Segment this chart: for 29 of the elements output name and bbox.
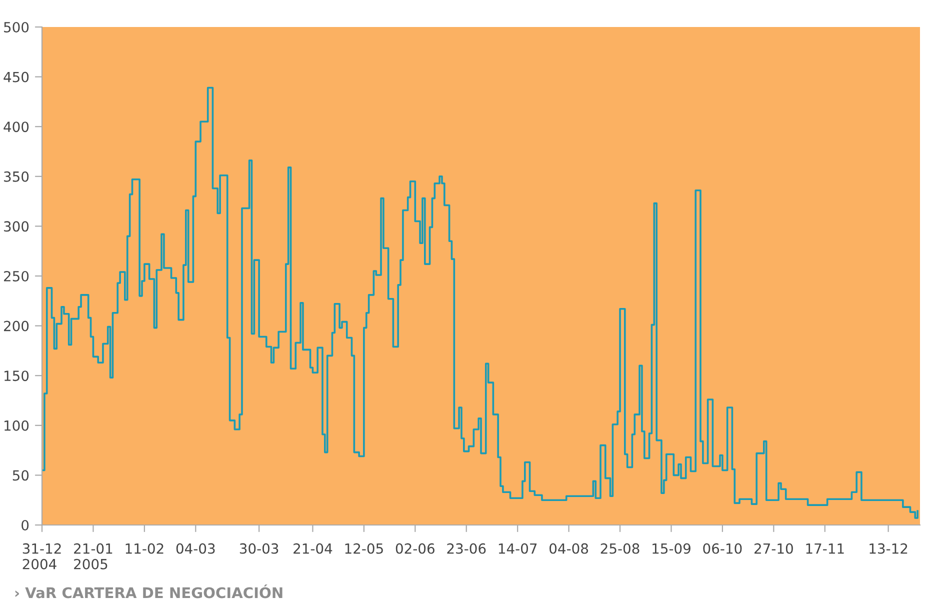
text: › VaR CARTERA DE NEGOCIACIÓN bbox=[15, 584, 282, 598]
y-tick-label: 0 bbox=[22, 520, 29, 530]
x-tick-label: 25-08 bbox=[600, 543, 640, 554]
x-tick-label: 12-05 bbox=[345, 543, 383, 554]
y-tick-label: 500 bbox=[4, 22, 29, 32]
x-tick-label: 11-02 bbox=[126, 543, 164, 554]
x-tick-label: 23-06 bbox=[447, 543, 486, 554]
x-tick-label: 27-10 bbox=[754, 543, 793, 554]
x-tick-label: 17-11 bbox=[806, 543, 844, 554]
x-tick-label: 21-01 2005 bbox=[74, 543, 112, 570]
y-tick-label: 450 bbox=[4, 72, 29, 82]
x-tick-label: 04-03 bbox=[176, 543, 215, 554]
y-tick-label: 350 bbox=[4, 171, 29, 182]
x-tick-label: 15-09 bbox=[652, 543, 690, 554]
y-tick-label: 250 bbox=[4, 270, 29, 282]
x-tick-label: 02-06 bbox=[396, 543, 434, 554]
y-tick-label: 200 bbox=[4, 320, 29, 332]
x-tick-label: 04-08 bbox=[550, 543, 588, 554]
y-tick-label: 100 bbox=[4, 420, 29, 431]
y-tick-label: 150 bbox=[4, 370, 29, 382]
x-tick-label: 21-04 bbox=[294, 543, 332, 554]
x-tick-label: 14-07 bbox=[498, 543, 537, 554]
x-tick-label: 30-03 bbox=[240, 543, 278, 554]
x-tick-label: 13-12 bbox=[870, 543, 908, 554]
y-tick-label: 50 bbox=[12, 470, 29, 481]
y-tick-label: 300 bbox=[4, 221, 29, 232]
x-tick-label: 06-10 bbox=[703, 543, 742, 554]
y-tick-label: 400 bbox=[4, 122, 29, 132]
x-tick-label: 31-12 2004 bbox=[22, 543, 61, 570]
